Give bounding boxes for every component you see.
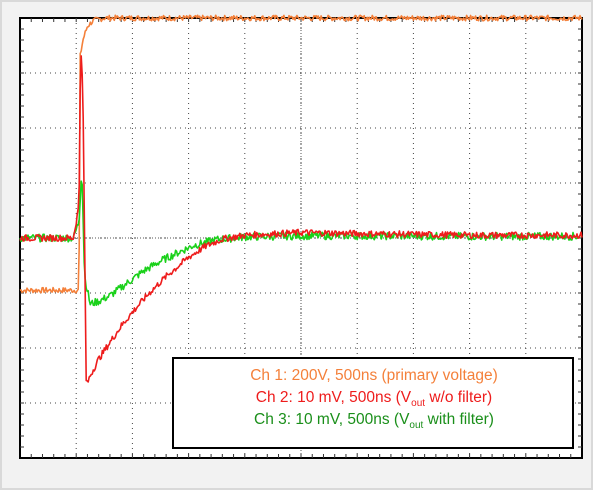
legend-ch2-suffix: w/o filter)	[425, 389, 493, 406]
legend-ch3-subscript: out	[409, 420, 424, 432]
legend-entry-ch2: Ch 2: 10 mV, 500ns (Vout w/o filter)	[184, 387, 564, 409]
trace-ch1	[19, 14, 583, 294]
traces	[19, 14, 583, 383]
legend-ch3-suffix: with filter)	[423, 411, 494, 428]
legend-ch2-subscript: out	[411, 398, 426, 410]
legend-ch3-prefix: Ch 3: 10 mV, 500ns (V	[254, 411, 410, 428]
legend: Ch 1: 200V, 500ns (primary voltage) Ch 2…	[172, 357, 574, 449]
legend-ch2-prefix: Ch 2: 10 mV, 500ns (V	[255, 389, 412, 406]
legend-entry-ch1: Ch 1: 200V, 500ns (primary voltage)	[184, 365, 564, 387]
legend-entry-ch3: Ch 3: 10 mV, 500ns (Vout with filter)	[184, 409, 564, 431]
trace-ch2	[19, 55, 583, 383]
legend-ch1-text: Ch 1: 200V, 500ns (primary voltage)	[250, 367, 498, 384]
